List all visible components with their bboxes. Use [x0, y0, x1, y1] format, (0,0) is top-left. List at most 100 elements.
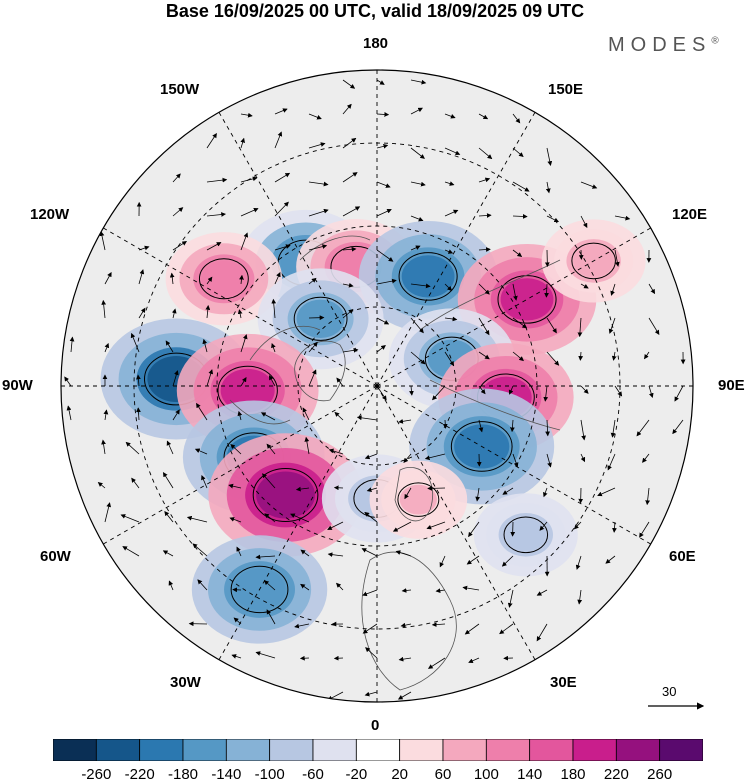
- wind-arrow: [580, 453, 586, 463]
- coastline-scandinavia: [394, 467, 434, 522]
- wind-arrow: [580, 283, 589, 289]
- wind-arrow: [580, 181, 598, 189]
- wind-arrow: [544, 283, 549, 298]
- wind-arrow: [398, 656, 412, 662]
- wind-arrow: [644, 351, 650, 360]
- colorbar-segment: [572, 739, 617, 761]
- wind-arrow: [466, 555, 480, 565]
- coastlines: [229, 235, 561, 691]
- wind-arrow: [206, 132, 217, 149]
- wind-arrow: [410, 317, 424, 334]
- wind-arrow: [444, 209, 459, 217]
- colorbar-tick-label: -60: [302, 766, 324, 783]
- wind-arrow: [364, 691, 378, 697]
- wind-arrow: [510, 419, 515, 433]
- anomaly-low-mediterranean: [473, 493, 578, 577]
- wind-arrow: [308, 142, 326, 149]
- wind-arrow: [502, 487, 514, 495]
- wind-arrow: [612, 521, 617, 533]
- wind-arrow: [228, 483, 242, 489]
- wind-arrow: [327, 521, 344, 530]
- wind-arrow: [512, 249, 523, 258]
- wind-arrow: [266, 443, 276, 455]
- wind-arrow: [162, 550, 174, 557]
- wind-arrow: [577, 589, 583, 605]
- wind-arrow: [136, 407, 141, 421]
- map-title: Base 16/09/2025 00 UTC, valid 18/09/2025…: [165, 1, 585, 21]
- wind-arrow: [197, 579, 208, 591]
- coastline-greenland: [294, 340, 346, 402]
- wind-arrow: [342, 347, 359, 353]
- lon-label-30w: 30W: [170, 674, 201, 691]
- wind-arrow: [376, 385, 387, 401]
- wind-arrow: [274, 172, 291, 183]
- wind-arrow: [392, 521, 412, 532]
- colorbar-tick-label: 220: [603, 766, 629, 783]
- wind-arrow: [512, 181, 530, 192]
- wind-arrow: [478, 351, 490, 360]
- wind-arrow: [478, 113, 489, 120]
- wind-arrow: [512, 317, 528, 329]
- wind-arrow: [426, 521, 446, 530]
- wind-arrow: [648, 317, 660, 335]
- wind-arrow: [240, 137, 245, 149]
- wind-arrow: [376, 345, 386, 353]
- wind-arrow: [240, 207, 259, 217]
- lon-label-90w: 90W: [2, 377, 33, 394]
- wind-arrow: [233, 617, 242, 625]
- wind-arrow: [648, 385, 654, 399]
- wind-arrow: [263, 580, 276, 591]
- wind-arrow: [580, 385, 589, 394]
- lon-label-30e: 30E: [550, 674, 577, 691]
- colorbar-segment: [399, 739, 444, 761]
- anomaly-high-baltic: [369, 460, 468, 539]
- wind-arrow: [240, 176, 258, 183]
- wind-arrow: [231, 654, 242, 659]
- wind-arrow: [240, 112, 253, 118]
- brand-registered-mark: ®: [711, 35, 719, 47]
- wind-arrow: [308, 369, 317, 387]
- wind-arrow: [512, 214, 528, 219]
- wind-arrow: [302, 407, 310, 421]
- wind-arrow: [260, 412, 276, 421]
- wind-arrow: [294, 623, 310, 629]
- wind-arrow: [410, 147, 425, 159]
- wind-arrow: [605, 555, 616, 564]
- wind-arrow: [409, 385, 414, 396]
- wind-arrow: [543, 487, 548, 498]
- wind-arrow: [255, 554, 276, 560]
- wind-arrow: [206, 369, 214, 387]
- wind-arrow: [546, 147, 553, 166]
- wind-arrow: [274, 131, 283, 149]
- wind-arrow: [356, 415, 378, 421]
- colorbar-segment: [139, 739, 184, 761]
- wind-arrow: [608, 317, 616, 334]
- wind-arrow: [610, 283, 616, 296]
- colorbar-segment: [529, 739, 574, 761]
- wind-arrow: [336, 582, 344, 591]
- wind-arrow: [365, 647, 378, 659]
- wind-arrow: [206, 212, 227, 217]
- wind-arrow: [648, 283, 656, 295]
- wind-arrow: [271, 342, 276, 353]
- map-disk-border: [60, 69, 694, 703]
- wind-arrow: [130, 332, 140, 353]
- wind-arrow: [229, 517, 242, 523]
- wind-arrow: [444, 147, 461, 156]
- wind-arrow: [410, 351, 426, 365]
- colorbar-tick-label: -220: [124, 766, 155, 783]
- wind-arrow: [410, 181, 426, 187]
- lon-label-60w: 60W: [40, 548, 71, 565]
- wind-arrow: [424, 453, 446, 461]
- wind-arrow: [512, 147, 524, 158]
- wind-arrow: [300, 549, 310, 557]
- wind-arrow: [361, 548, 378, 557]
- lon-label-150e: 150E: [548, 81, 584, 98]
- wind-arrow: [545, 181, 551, 194]
- wind-arrow: [642, 453, 650, 463]
- wind-arrow: [342, 172, 358, 183]
- colorbar-tick-label: -180: [167, 766, 199, 783]
- wind-arrow: [237, 309, 243, 319]
- wind-arrow: [508, 385, 514, 395]
- wind-arrow: [196, 402, 208, 421]
